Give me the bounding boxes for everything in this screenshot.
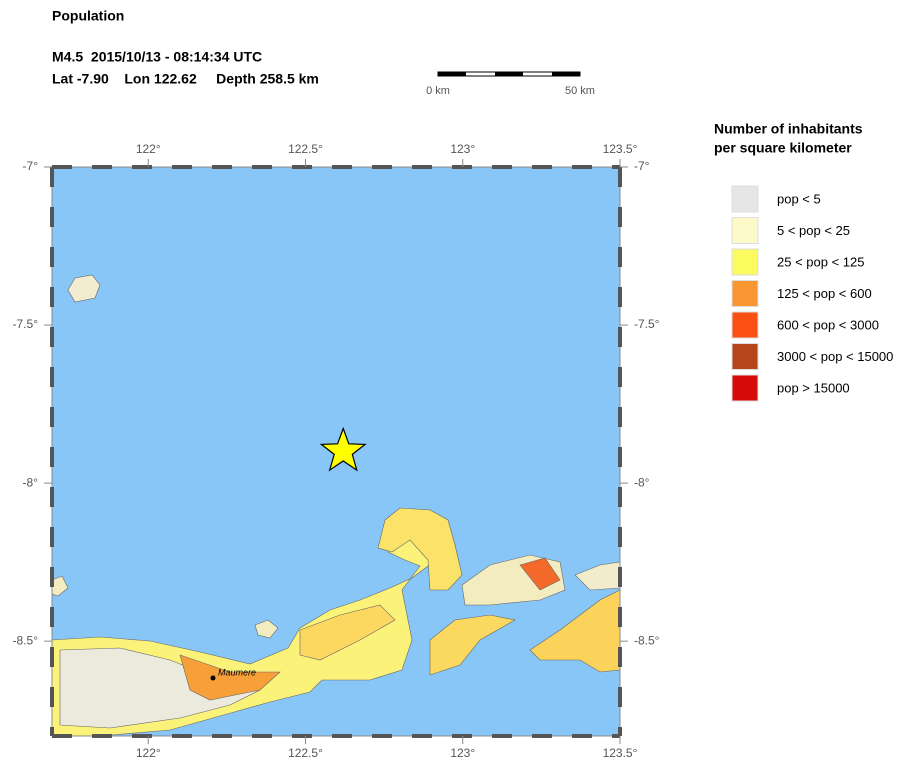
legend-label: pop > 15000 <box>777 380 850 395</box>
legend-label: 3000 < pop < 15000 <box>777 349 893 364</box>
x-tick-label: 122.5° <box>288 746 323 760</box>
y-tick-label: -8.5° <box>634 633 660 647</box>
y-tick-label: -7.5° <box>13 317 39 331</box>
city-label: Maumere <box>218 667 256 677</box>
legend-swatch <box>731 374 759 402</box>
legend-swatch <box>731 343 759 370</box>
legend-title: Number of inhabitants <box>714 121 863 137</box>
x-tick-label: 123° <box>450 746 475 760</box>
legend-label: 5 < pop < 25 <box>777 223 850 238</box>
legend-label: 600 < pop < 3000 <box>777 317 879 332</box>
scale-bar: 0 km 50 km <box>426 71 595 97</box>
legend-label: 125 < pop < 600 <box>777 286 872 301</box>
x-tick-label: 122° <box>136 746 161 760</box>
legend-label: pop < 5 <box>777 191 821 206</box>
legend-swatch <box>731 311 759 339</box>
y-tick-label: -7° <box>634 159 650 173</box>
y-tick-label: -7.5° <box>634 317 660 331</box>
y-tick-label: -8° <box>634 475 650 489</box>
legend-swatch <box>731 280 759 307</box>
scale-label: 50 km <box>565 85 595 97</box>
legend: Number of inhabitants per square kilomet… <box>714 121 863 156</box>
land <box>51 274 621 737</box>
legend-swatch <box>731 248 759 276</box>
y-tick-label: -8.5° <box>13 633 39 647</box>
x-tick-label: 123.5° <box>603 746 638 760</box>
scale-label: 0 km <box>426 85 450 97</box>
legend-swatch <box>731 185 759 213</box>
y-tick-label: -7° <box>23 159 39 173</box>
x-tick-label: 122.5° <box>288 142 323 156</box>
event-info: M4.5 2015/10/13 - 08:14:34 UTC <box>52 49 262 65</box>
city-dot <box>210 675 216 681</box>
location-info: Lat -7.90 Lon 122.62 Depth 258.5 km <box>52 71 319 87</box>
legend-label: 25 < pop < 125 <box>777 254 864 269</box>
legend-title: per square kilometer <box>714 140 852 156</box>
title: Population <box>52 8 124 24</box>
legend-swatch <box>731 217 759 244</box>
x-tick-label: 123.5° <box>603 142 638 156</box>
x-tick-label: 122° <box>136 142 161 156</box>
epicenter <box>319 426 367 472</box>
y-tick-label: -8° <box>23 475 39 489</box>
x-tick-label: 123° <box>450 142 475 156</box>
